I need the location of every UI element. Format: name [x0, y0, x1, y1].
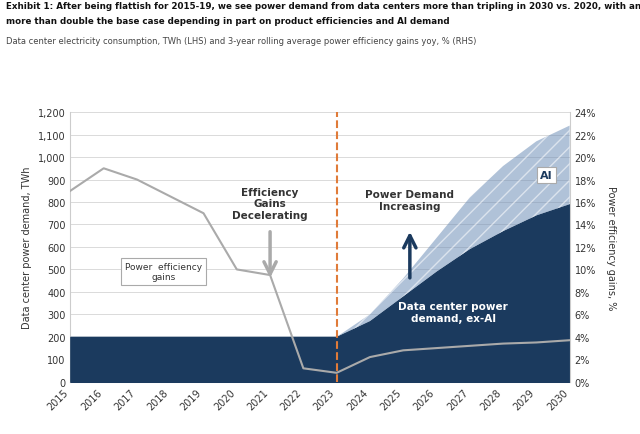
- Text: Power Demand
Increasing: Power Demand Increasing: [365, 190, 454, 211]
- Y-axis label: Power efficiency gains, %: Power efficiency gains, %: [605, 185, 616, 309]
- Text: Efficiency
Gains
Decelerating: Efficiency Gains Decelerating: [232, 187, 308, 220]
- Text: Data center electricity consumption, TWh (LHS) and 3-year rolling average power : Data center electricity consumption, TWh…: [6, 37, 477, 46]
- Y-axis label: Data center power demand, TWh: Data center power demand, TWh: [22, 166, 32, 329]
- Text: more than double the base case depending in part on product efficiencies and AI : more than double the base case depending…: [6, 17, 450, 26]
- Text: Exhibit 1: After being flattish for 2015-19, we see power demand from data cente: Exhibit 1: After being flattish for 2015…: [6, 2, 640, 11]
- Text: Power  efficiency
gains: Power efficiency gains: [125, 263, 202, 282]
- Text: AI: AI: [540, 171, 552, 181]
- Text: Data center power
demand, ex-AI: Data center power demand, ex-AI: [398, 302, 508, 323]
